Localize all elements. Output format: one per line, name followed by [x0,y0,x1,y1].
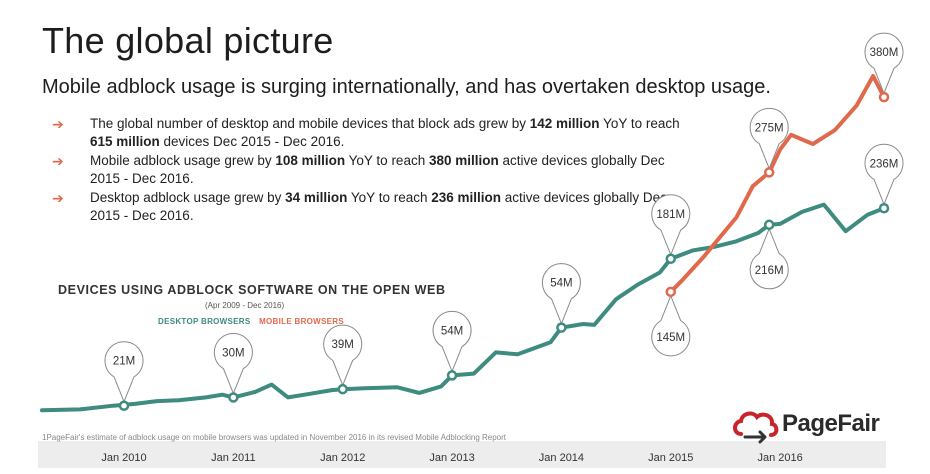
data-point-marker [118,400,130,411]
bullet-text: Desktop adblock usage grew by [90,190,286,205]
data-point-marker [337,383,348,395]
callout-label: 145M [656,332,685,344]
bullet-bold: 236 million [431,190,502,205]
bullet-text: active devices globally Dec 2015 - Dec 2… [90,153,665,186]
data-point-marker [446,370,458,381]
x-axis-band [38,441,886,468]
data-point-marker [878,91,890,103]
bullet-bold: 615 million [90,134,160,149]
callout-bubble [651,294,691,357]
footnote: 1PageFair's estimate of adblock usage on… [42,433,506,442]
bullet-text: devices Dec 2015 - Dec 2016. [159,134,345,149]
callout-label: 21M [113,356,135,368]
legend-mobile: MOBILE BROWSERS [259,317,345,326]
data-point-marker [556,322,567,333]
x-tick-label: Jan 2010 [101,452,146,464]
callout-bubble [323,324,363,387]
x-tick-label: Jan 2014 [539,452,584,464]
x-tick-label: Jan 2013 [429,452,474,464]
bullet-text: YoY to reach [347,190,432,205]
callout-label: 216M [755,265,784,277]
x-tick-label: Jan 2012 [320,452,365,464]
bullet-list: ➔ The global number of desktop and mobil… [52,115,692,226]
callout-bubble [541,263,581,325]
desktop-series-line [40,202,886,413]
callout-label: 236M [870,158,899,170]
callout-bubble [213,332,253,395]
callout-bubble [651,194,691,257]
bullet-text: active devices globally Dec 2015 - Dec 2… [90,190,667,223]
page-title: The global picture [42,20,334,61]
x-tick-label: Jan 2015 [648,452,693,464]
x-tick-label: Jan 2016 [757,452,802,464]
arrow-right-icon: ➔ [52,190,64,206]
bullet-item: ➔ The global number of desktop and mobil… [52,115,692,151]
bullet-bold: 34 million [285,190,348,205]
pagefair-logo-icon [733,411,779,444]
data-point-marker [878,203,890,214]
callout-bubble [864,143,904,206]
bullet-item: ➔ Desktop adblock usage grew by 34 milli… [52,189,692,225]
callout-bubble [432,310,472,373]
bullet-text: Mobile adblock usage grew by [90,153,276,168]
arrow-right-icon: ➔ [52,153,64,169]
x-tick-label: Jan 2011 [211,452,255,464]
bullet-text: YoY to reach [345,153,429,168]
callout-label: 39M [332,339,354,351]
bullet-item: ➔ Mobile adblock usage grew by 108 milli… [52,152,692,188]
chart-title: DEVICES USING ADBLOCK SOFTWARE ON THE OP… [58,283,446,297]
data-point-marker [763,219,775,231]
data-point-marker [228,392,239,403]
brand-name: PageFair [782,410,880,437]
callout-label: 380M [870,47,899,59]
callout-label: 54M [441,325,463,337]
page-subtitle: Mobile adblock usage is surging internat… [42,76,771,98]
callout-label: 30M [222,347,244,359]
chart-legend: DESKTOP BROWSERS MOBILE BROWSERS [158,317,344,326]
chart-subtitle: (Apr 2009 - Dec 2016) [205,301,285,310]
callout-bubble [749,227,789,290]
callout-label: 181M [656,209,685,221]
mobile-series-line [668,74,886,294]
data-point-marker [665,253,677,265]
callout-bubble [864,32,904,95]
callout-label: 54M [550,278,572,290]
callout-bubble [749,107,789,170]
bullet-bold: 142 million [529,116,600,131]
legend-desktop: DESKTOP BROWSERS [158,317,251,326]
callout-bubble [104,341,144,404]
bullet-bold: 108 million [275,153,346,168]
data-point-marker [763,167,775,178]
data-point-marker [665,286,677,298]
arrow-right-icon: ➔ [52,116,64,132]
callout-label: 275M [755,122,784,134]
bullet-text: YoY to reach [599,116,680,131]
bullet-bold: 380 million [428,153,499,168]
bullet-text: The global number of desktop and mobile … [90,116,530,131]
